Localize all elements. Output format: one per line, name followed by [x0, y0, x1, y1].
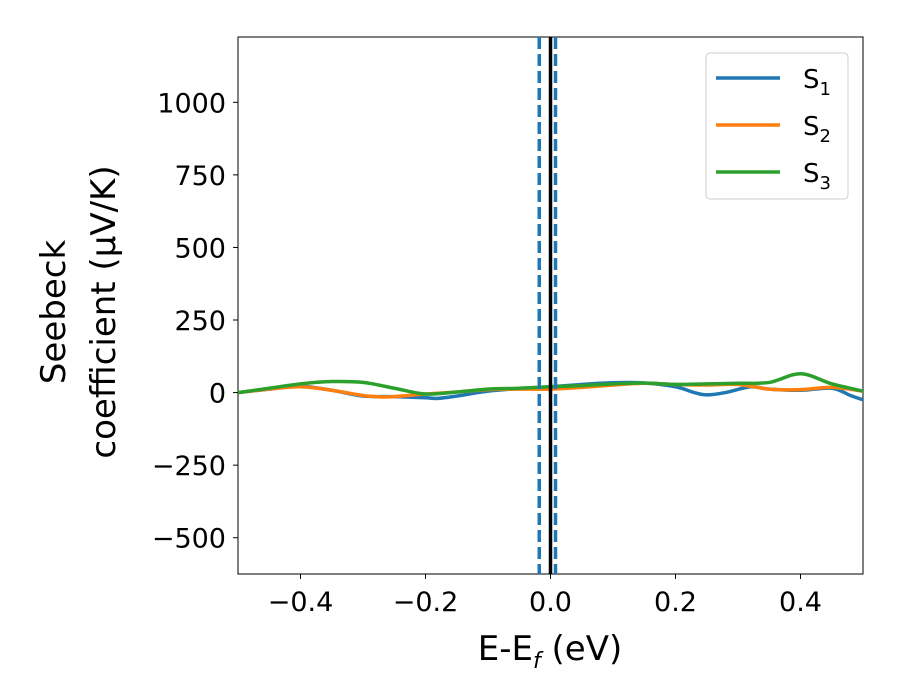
- x-ticks-layer: −0.4 −0.2 0.0 0.2 0.4: [268, 574, 822, 618]
- x-axis-label: E-Ef (eV): [478, 629, 623, 674]
- y-tick-label: 1000: [157, 88, 226, 119]
- x-tick-label: 0.0: [529, 587, 572, 618]
- y-tick-label: 750: [174, 161, 226, 192]
- y-tick-label: −250: [152, 451, 226, 482]
- x-axis-label-subscript: f: [533, 649, 544, 674]
- vertical-lines-layer: [537, 37, 558, 574]
- x-tick-label: −0.2: [393, 587, 459, 618]
- x-tick-label: −0.4: [268, 587, 334, 618]
- legend-items: S1 S2 S3: [716, 65, 831, 194]
- legend-label-s2: S2: [803, 112, 831, 147]
- y-tick-label: −500: [152, 524, 226, 555]
- y-tick-label: 500: [174, 233, 226, 264]
- y-axis-label-line1: Seebeck: [34, 240, 74, 385]
- legend-label-s3: S3: [803, 159, 831, 194]
- y-axis-label-line2: coefficient (μV/K): [84, 165, 124, 458]
- y-tick-label: 250: [174, 306, 226, 337]
- legend-label-s1: S1: [803, 65, 831, 100]
- x-tick-label: 0.4: [779, 587, 822, 618]
- y-tick-label: 0: [209, 379, 226, 410]
- legend: S1 S2 S3: [705, 52, 849, 200]
- y-ticks-layer: −500 −250 0 250 500 750 1000: [152, 88, 238, 555]
- x-tick-label: 0.2: [654, 587, 697, 618]
